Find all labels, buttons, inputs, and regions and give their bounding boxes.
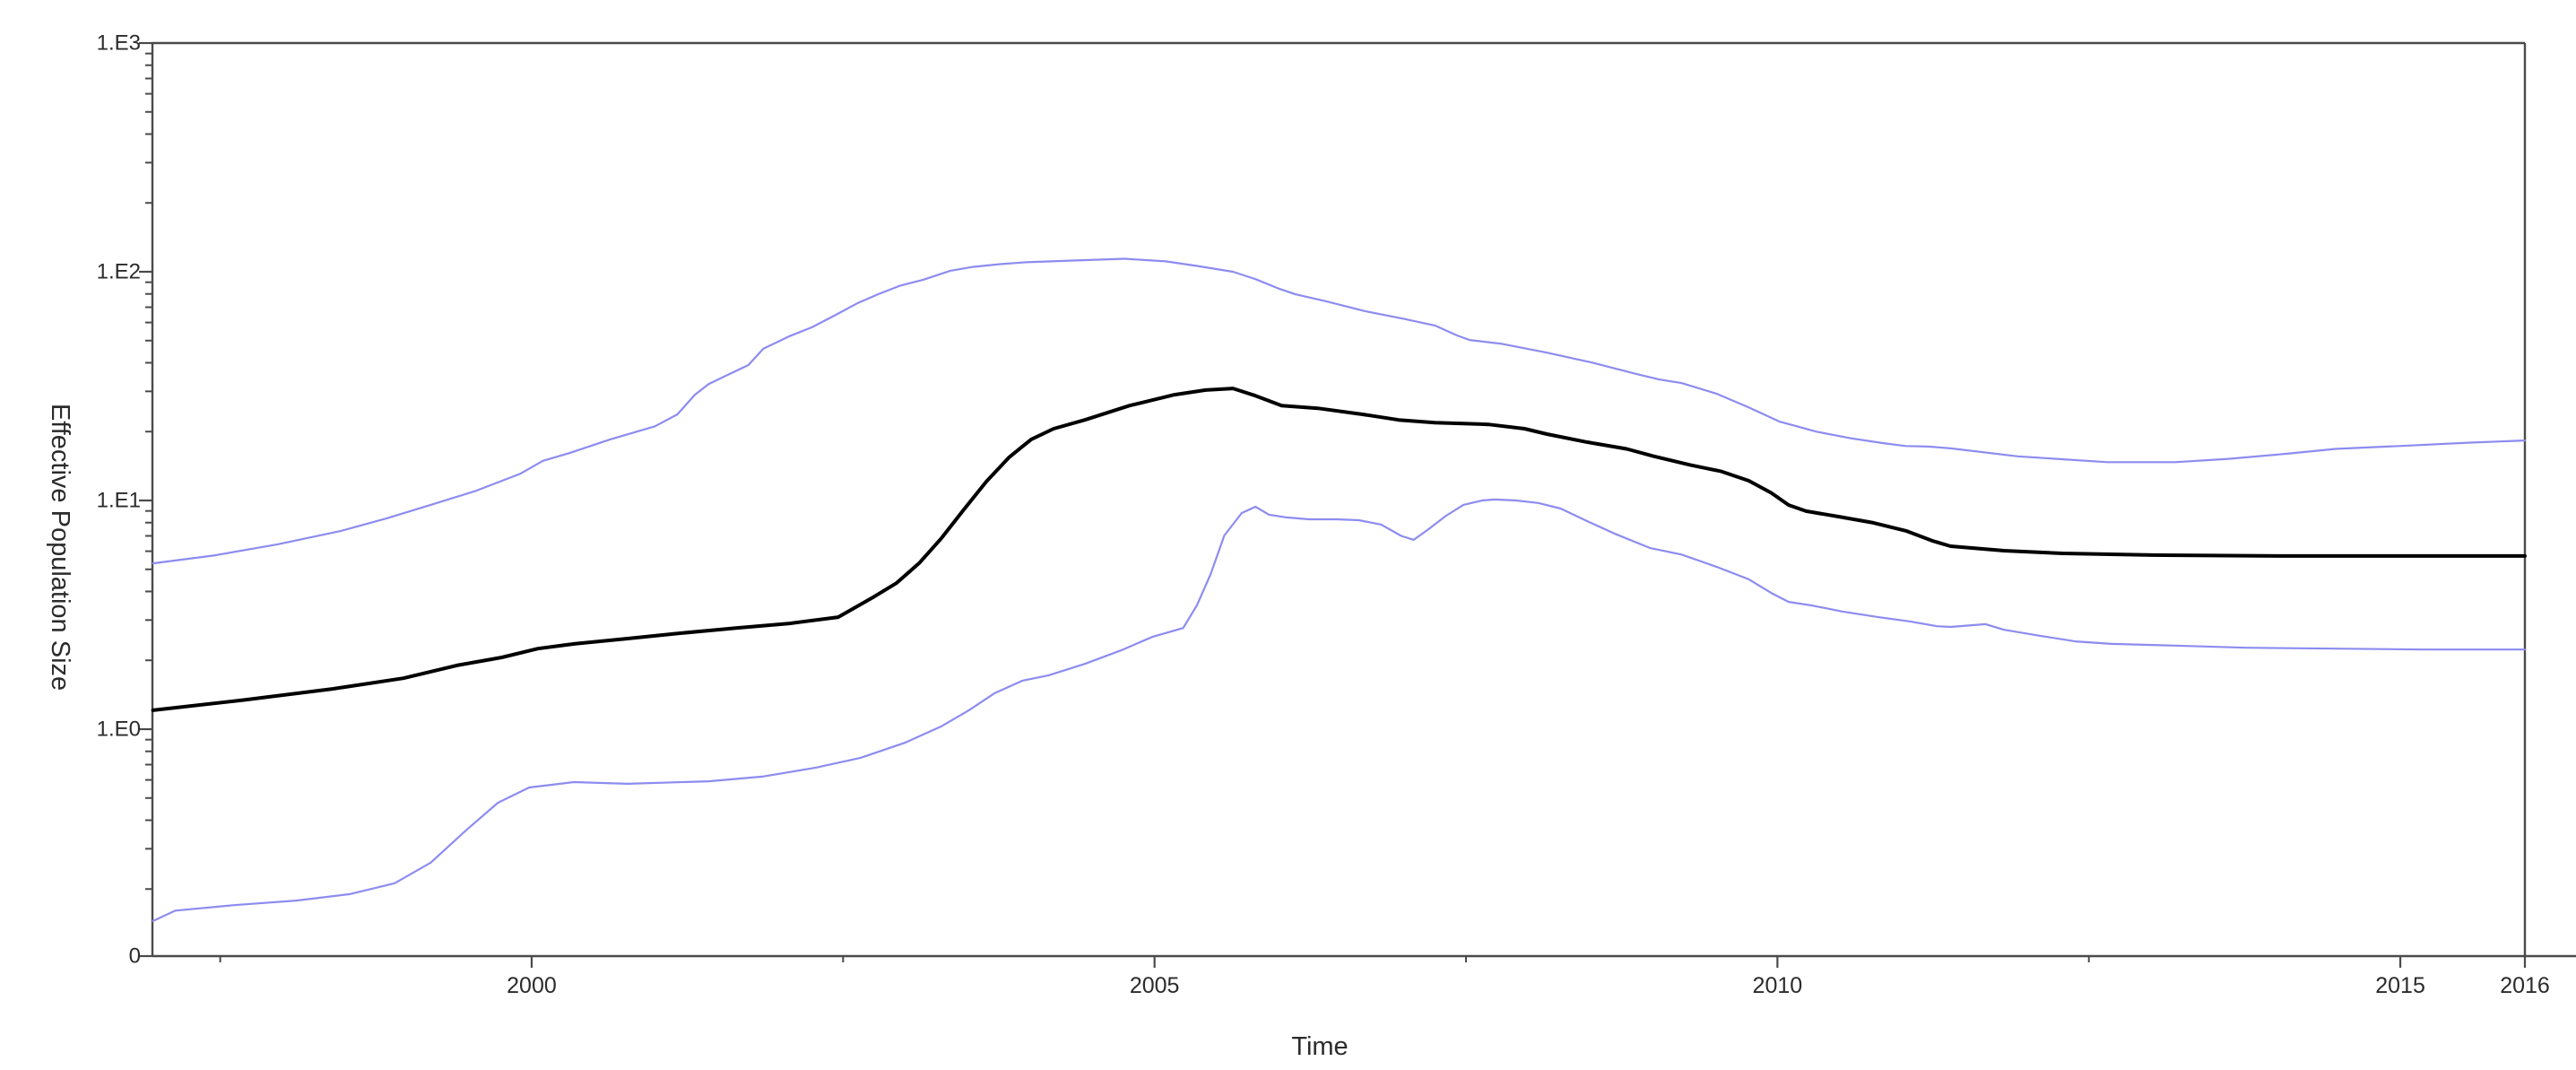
axis-ticks: [139, 41, 2527, 968]
x-tick-label: 2016: [2500, 973, 2550, 998]
median-line: [151, 387, 2527, 712]
x-tick-label: 2010: [1753, 973, 1803, 998]
x-tick-label: 2005: [1130, 973, 1180, 998]
axes: [151, 41, 2576, 958]
upper-95-hpd-line: [152, 257, 2527, 565]
y-tick-label: 1.E0: [97, 718, 141, 742]
lower-95-hpd-line: [152, 498, 2527, 923]
y-tick-label: 0: [129, 944, 141, 969]
y-axis-title: Effective Population Size: [46, 404, 74, 691]
x-tick-label: 2015: [2375, 973, 2425, 998]
y-tick-label: 1.E1: [97, 489, 141, 513]
x-axis-title: Time: [1291, 1032, 1348, 1061]
axis-tick-labels: 1.E3 1.E2 1.E1 1.E0 0 2000 2005 2010 2015 2016: [97, 31, 2550, 999]
data-series: [151, 257, 2527, 923]
y-tick-label: 1.E2: [97, 260, 141, 284]
y-tick-label: 1.E3: [97, 31, 141, 56]
x-tick-label: 2000: [507, 973, 557, 998]
